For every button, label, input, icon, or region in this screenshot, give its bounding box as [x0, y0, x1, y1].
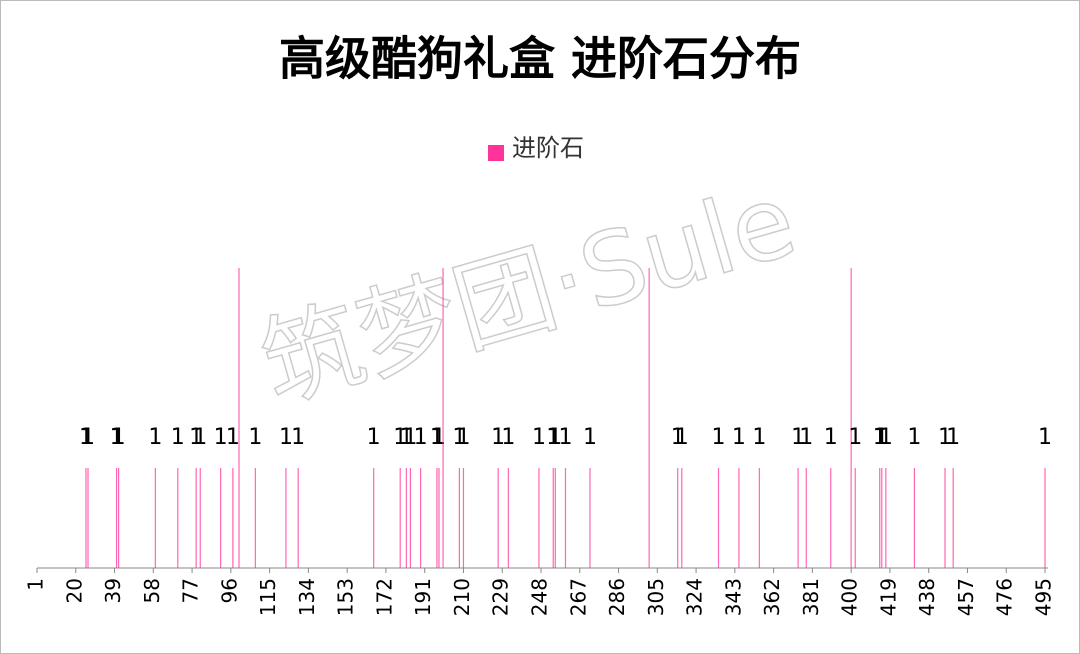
x-tick-label: 343 [721, 578, 745, 616]
data-label: 1 [848, 425, 862, 450]
x-tick-label: 438 [915, 578, 939, 616]
data-label: 1 [399, 425, 413, 450]
data-label: 1 [393, 425, 407, 450]
data-label: 1 [456, 425, 470, 450]
x-tick-label: 1 [24, 578, 48, 591]
x-tick-label: 229 [489, 578, 513, 616]
data-label: 1 [491, 425, 505, 450]
data-label: 1 [532, 425, 546, 450]
data-label: 1 [367, 425, 381, 450]
data-label: 1 [214, 425, 228, 450]
data-label: 1 [81, 425, 95, 450]
data-label: 1 [583, 425, 597, 450]
data-label: 1 [291, 425, 305, 450]
x-tick-label: 305 [644, 578, 668, 616]
data-label: 1 [501, 425, 515, 450]
data-label: 1 [546, 425, 560, 450]
x-tick-label: 324 [683, 578, 707, 616]
data-label: 1 [248, 425, 262, 450]
x-tick-label: 115 [256, 578, 280, 616]
x-tick-label: 191 [411, 578, 435, 616]
x-tick-label: 58 [140, 578, 164, 603]
data-label: 1 [938, 425, 952, 450]
data-label: 1 [79, 425, 93, 450]
data-label: 1 [430, 425, 444, 450]
data-label: 1 [671, 425, 685, 450]
x-tick-label: 77 [179, 578, 203, 603]
x-tick-label: 248 [528, 578, 552, 616]
x-tick-label: 381 [799, 578, 823, 616]
data-label: 1 [791, 425, 805, 450]
x-tick-label: 172 [372, 578, 396, 616]
data-label: 1 [403, 425, 417, 450]
x-tick-label: 20 [62, 578, 86, 603]
data-label: 1 [432, 425, 446, 450]
data-label: 1 [148, 425, 162, 450]
x-tick-label: 134 [295, 578, 319, 616]
data-label: 1 [1038, 425, 1052, 450]
x-tick-label: 495 [1032, 578, 1056, 616]
data-label: 1 [873, 425, 887, 450]
data-label: 1 [752, 425, 766, 450]
data-label: 1 [875, 425, 889, 450]
x-tick-label: 210 [450, 578, 474, 616]
data-label: 1 [279, 425, 293, 450]
data-label: 1 [558, 425, 572, 450]
chart-title: 高级酷狗礼盒 进阶石分布 [279, 32, 801, 86]
data-label: 1 [193, 425, 207, 450]
x-tick-label: 400 [838, 578, 862, 616]
data-label: 1 [171, 425, 185, 450]
data-label: 1 [907, 425, 921, 450]
x-tick-label: 476 [993, 578, 1017, 616]
x-tick-label: 267 [566, 578, 590, 616]
data-label: 1 [824, 425, 838, 450]
data-label: 1 [110, 425, 124, 450]
data-label: 1 [712, 425, 726, 450]
data-label: 1 [675, 425, 689, 450]
x-tick-label: 286 [605, 578, 629, 616]
legend-label: 进阶石 [512, 134, 584, 162]
data-label: 1 [189, 425, 203, 450]
x-tick-label: 96 [217, 578, 241, 603]
x-tick-label: 153 [334, 578, 358, 616]
legend-swatch [488, 145, 504, 161]
data-label: 1 [732, 425, 746, 450]
data-label: 1 [946, 425, 960, 450]
data-label: 1 [799, 425, 813, 450]
data-label: 1 [452, 425, 466, 450]
x-tick-label: 457 [954, 578, 978, 616]
data-label: 1 [879, 425, 893, 450]
data-label: 1 [112, 425, 126, 450]
data-label: 1 [548, 425, 562, 450]
x-tick-label: 419 [876, 578, 900, 616]
x-tick-label: 39 [101, 578, 125, 603]
x-tick-label: 362 [760, 578, 784, 616]
data-label: 1 [226, 425, 240, 450]
data-label: 1 [414, 425, 428, 450]
